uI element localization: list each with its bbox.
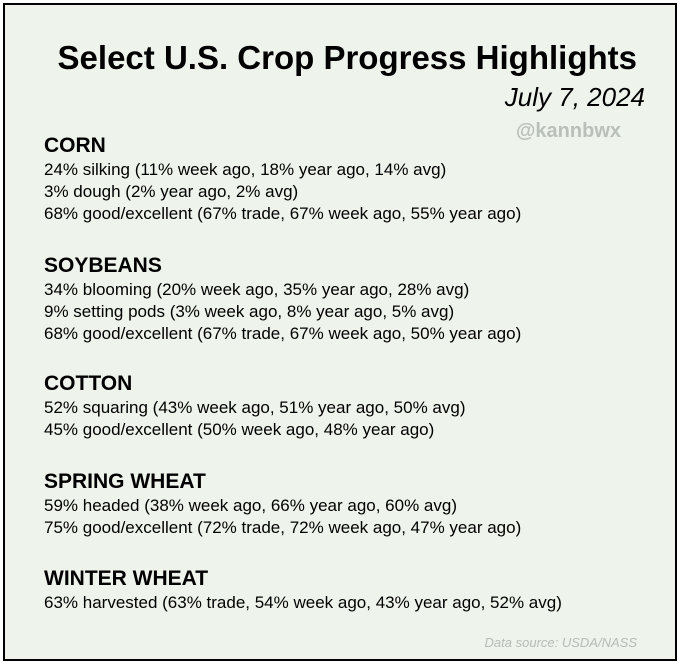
crop-heading: WINTER WHEAT [44,567,209,590]
crop-heading: SOYBEANS [44,254,162,277]
crop-section-spring-wheat: SPRING WHEAT 59% headed (38% week ago, 6… [44,469,521,539]
crop-stat-line: 34% blooming (20% week ago, 35% year ago… [44,280,470,299]
crop-stat-line: 24% silking (11% week ago, 18% year ago,… [44,160,447,179]
data-source-note: Data source: USDA/NASS [484,635,637,650]
crop-section-cotton: COTTON 52% squaring (43% week ago, 51% y… [44,371,465,441]
crop-stat-line: 59% headed (38% week ago, 66% year ago, … [44,496,457,515]
crop-stat-line: 45% good/excellent (50% week ago, 48% ye… [44,420,435,439]
crop-section-corn: CORN 24% silking (11% week ago, 18% year… [44,133,521,225]
crop-stat-line: 68% good/excellent (67% trade, 67% week … [44,204,522,223]
crop-heading: COTTON [44,372,133,395]
author-handle: @kannbwx [515,120,621,142]
report-date: July 7, 2024 [504,82,645,112]
page-title: Select U.S. Crop Progress Highlights [57,39,637,76]
crop-stat-line: 9% setting pods (3% week ago, 8% year ag… [44,302,455,321]
crop-stat-line: 3% dough (2% year ago, 2% avg) [44,182,299,201]
crop-heading: SPRING WHEAT [44,470,206,493]
crop-heading: CORN [44,134,106,157]
crop-stat-line: 63% harvested (63% trade, 54% week ago, … [44,593,562,612]
crop-stat-line: 52% squaring (43% week ago, 51% year ago… [44,398,466,417]
crop-progress-card: Select U.S. Crop Progress Highlights Jul… [3,3,677,661]
crop-section-winter-wheat: WINTER WHEAT 63% harvested (63% trade, 5… [44,566,562,614]
crop-stat-line: 75% good/excellent (72% trade, 72% week … [44,518,522,537]
crop-stat-line: 68% good/excellent (67% trade, 67% week … [44,324,522,343]
crop-section-soybeans: SOYBEANS 34% blooming (20% week ago, 35%… [44,253,521,345]
